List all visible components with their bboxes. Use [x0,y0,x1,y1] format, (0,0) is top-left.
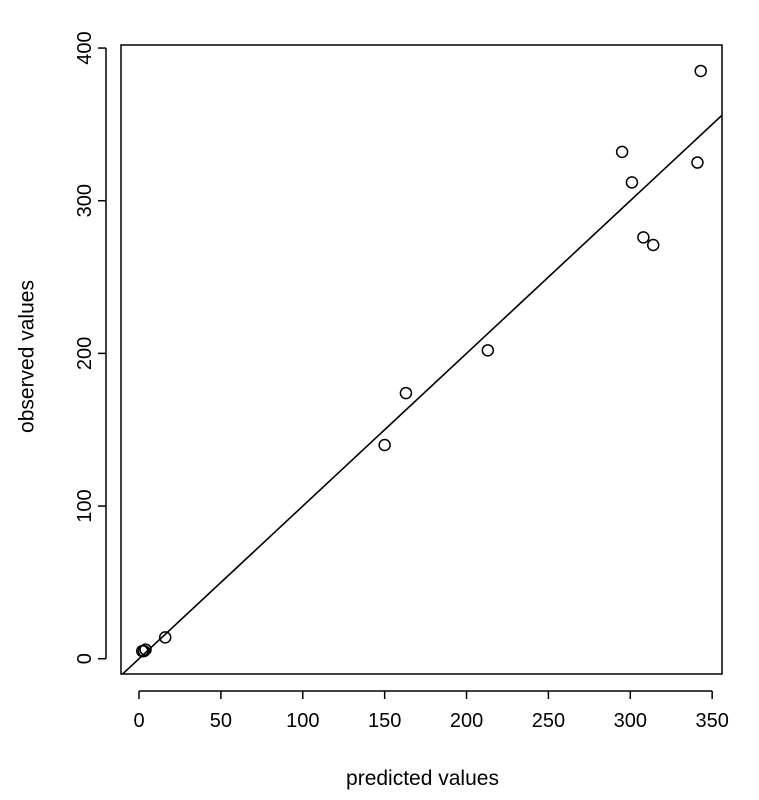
plot-area [120,44,723,675]
x-tick-label-250: 250 [532,710,565,732]
y-tick-label-400: 400 [74,31,96,64]
y-tick-label-300: 300 [74,184,96,217]
data-point-12 [694,64,707,78]
y-tick-label-100: 100 [74,489,96,522]
x-tick-label-200: 200 [450,710,483,732]
data-point-2 [139,643,152,656]
data-point-8 [625,176,639,189]
x-tick-label-50: 50 [210,710,232,732]
x-tick-label-0: 0 [133,710,144,732]
data-point-3 [158,631,172,644]
data-point-1 [137,644,151,658]
x-tick-label-350: 350 [695,710,728,732]
x-axis-title: predicted values [346,767,499,790]
data-point-5 [399,386,413,400]
reference-line [121,114,722,674]
data-point-10 [646,238,660,252]
y-tick-label-200: 200 [74,337,96,370]
data-point-9 [637,231,650,244]
data-point-7 [615,145,629,159]
data-point-4 [378,438,391,452]
x-axis: 0 50 100 150 200 250 300 350 [133,690,729,732]
x-tick-label-150: 150 [368,710,401,732]
data-point-6 [481,344,495,357]
x-tick-label-100: 100 [286,710,319,732]
y-axis-title: observed values [16,280,39,433]
data-point-11 [691,156,704,169]
y-axis: 0 100 200 300 400 [74,31,107,664]
x-tick-label-300: 300 [614,710,647,732]
plot-frame [120,44,723,675]
y-tick-label-0: 0 [74,653,96,664]
